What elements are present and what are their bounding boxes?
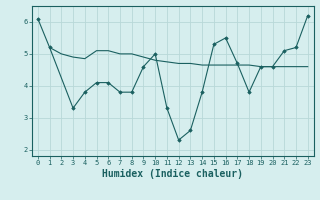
X-axis label: Humidex (Indice chaleur): Humidex (Indice chaleur) <box>102 169 243 179</box>
